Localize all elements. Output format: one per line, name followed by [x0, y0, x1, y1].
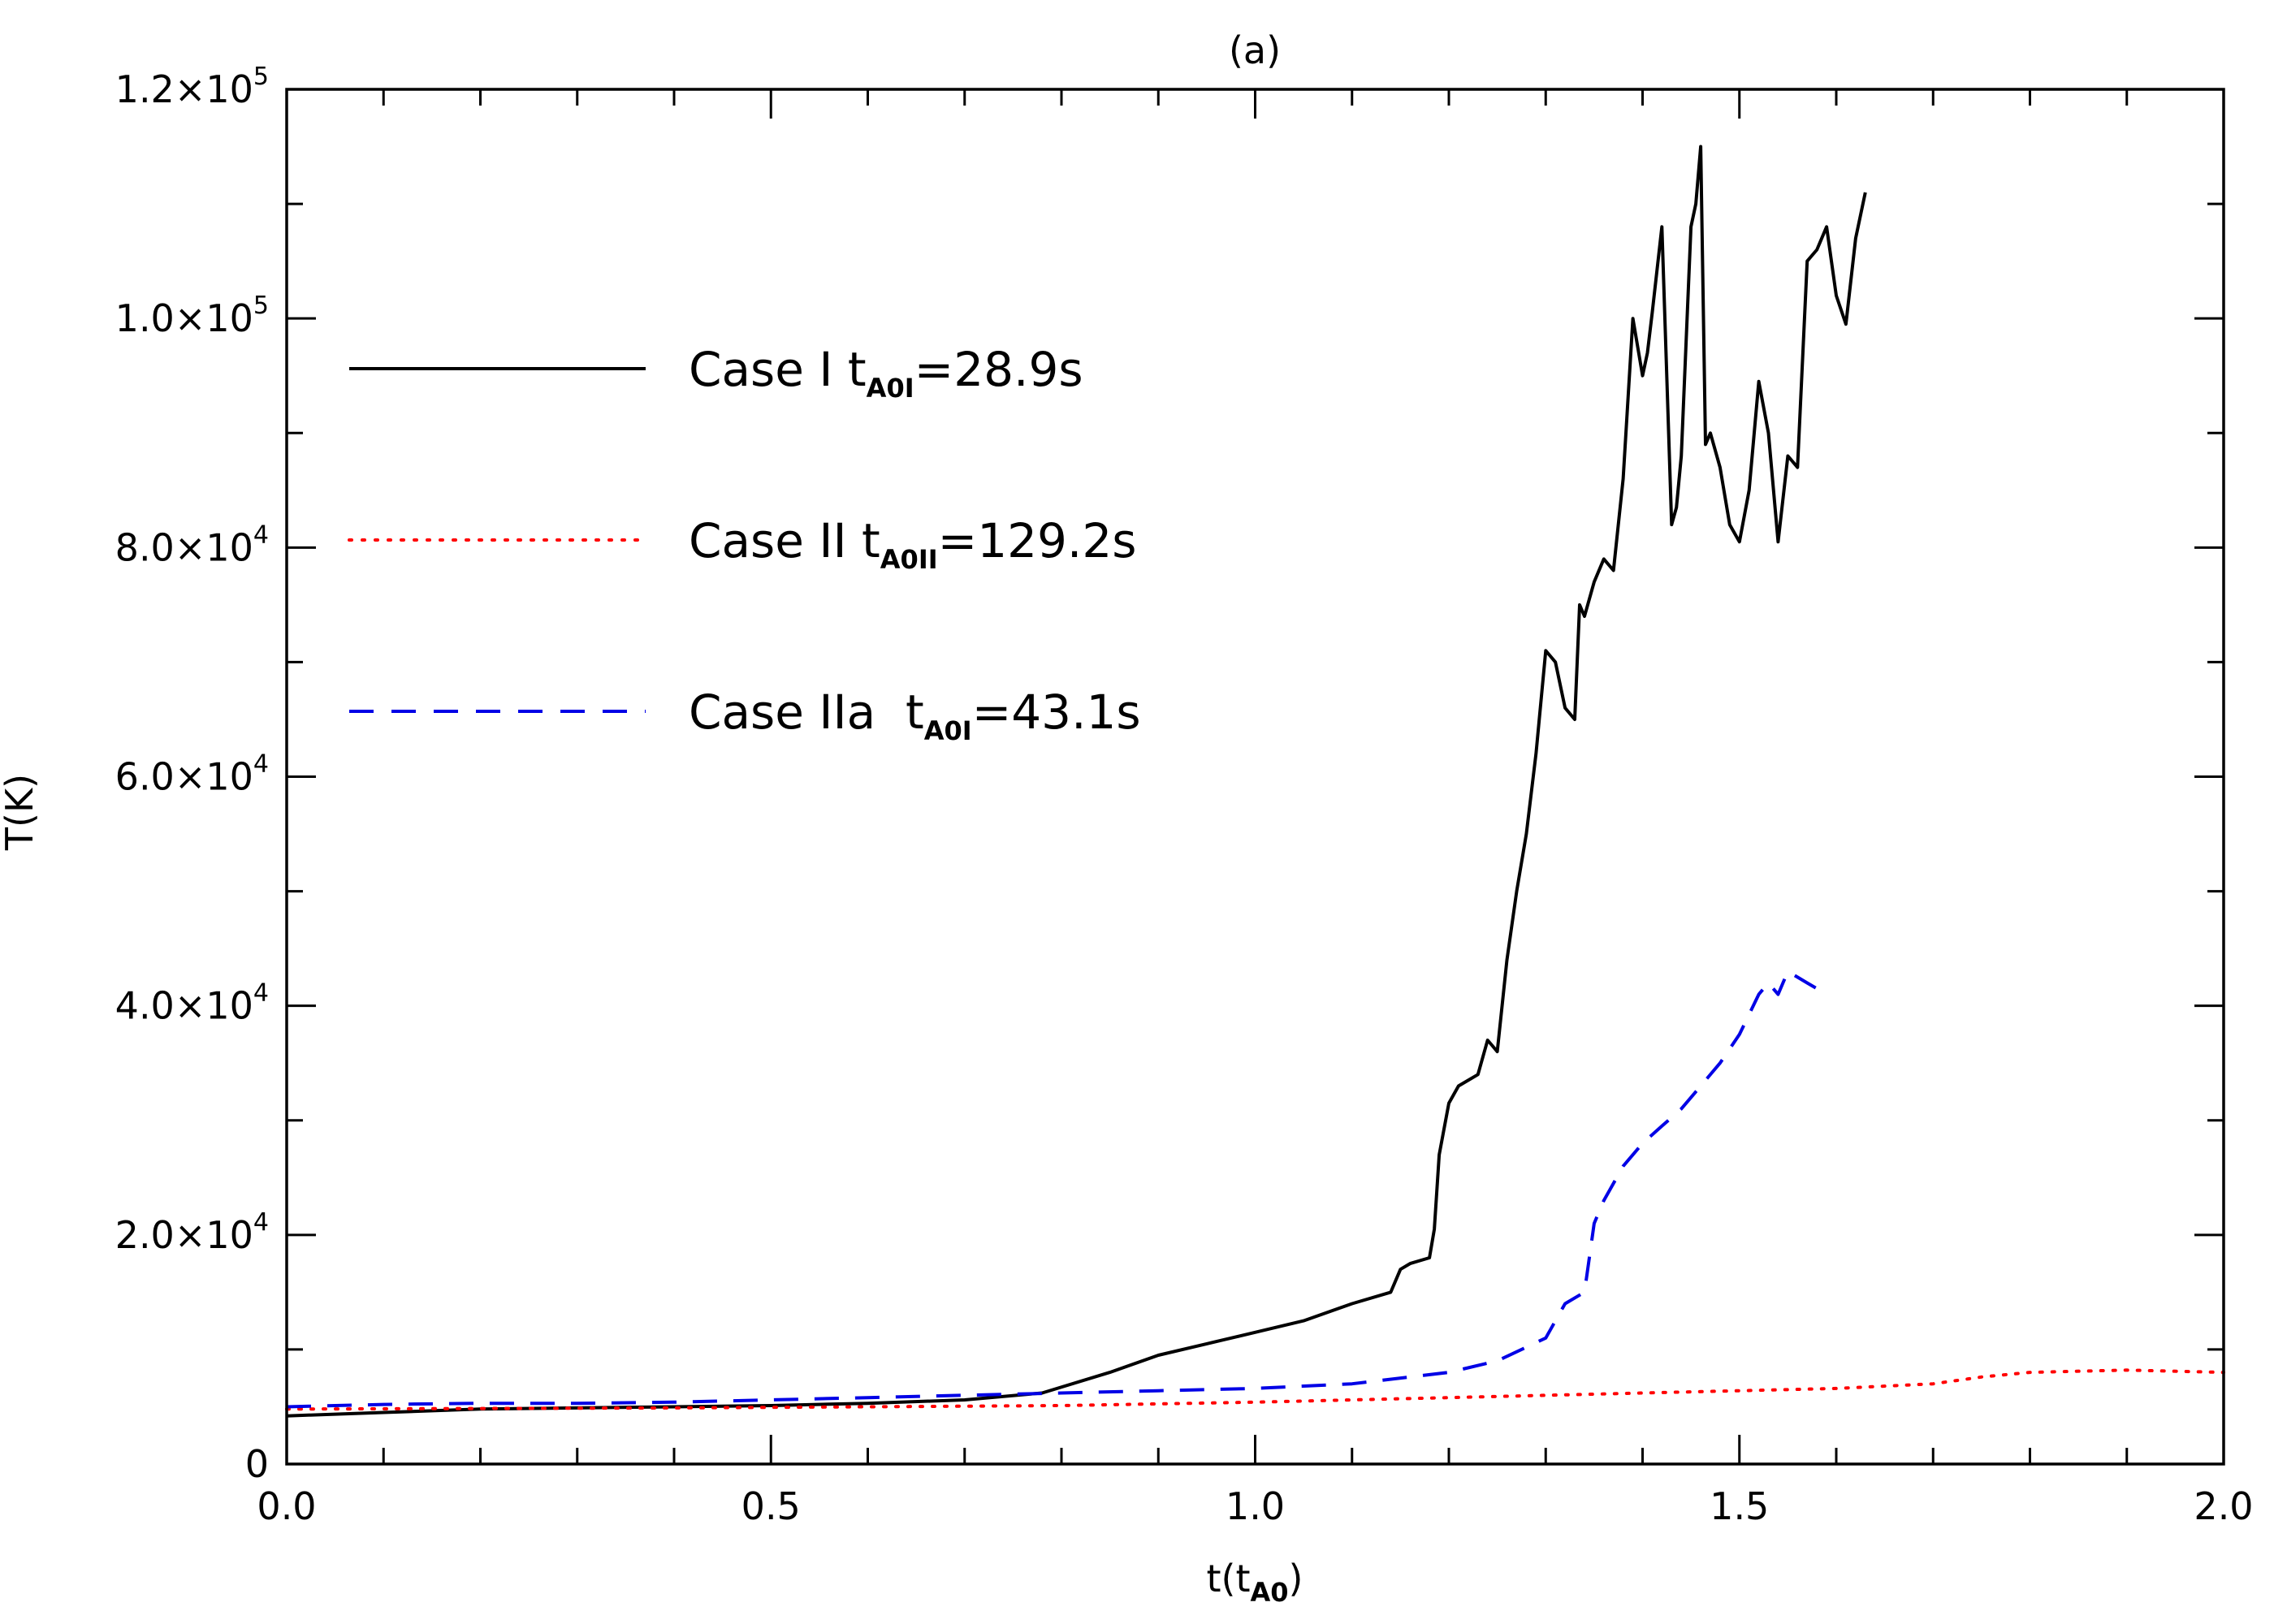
x-axis-title-close: ) [1289, 1557, 1303, 1600]
y-tick-label: 0 [245, 1442, 269, 1486]
y-tick-label: 8.0×104 [115, 520, 269, 569]
x-tick-label: 1.5 [1710, 1484, 1769, 1528]
series-layer [285, 145, 2225, 1418]
y-axis-title: T(K) [0, 774, 41, 851]
series-line-case-i [286, 145, 1867, 1418]
legend-label-case-iia: Case IIa tA0I=43.1s [689, 685, 1141, 746]
tick-labels: 0.0 0.5 1.0 1.5 2.0 0 2.0×104 4.0×104 6.0×104 8.0… [115, 63, 2254, 1528]
legend: Case I tA0I=28.9s Case II tA0II=129.2s C… [348, 342, 1141, 746]
axis-ticks [285, 88, 2225, 1466]
y-tick-label: 1.0×105 [115, 292, 269, 340]
x-axis-title-text: t(t [1206, 1557, 1250, 1600]
x-tick-label: 1.0 [1226, 1484, 1285, 1528]
y-tick-label: 4.0×104 [115, 979, 269, 1028]
x-tick-label: 0.5 [741, 1484, 801, 1528]
x-axis-title-subscript: A0 [1251, 1577, 1289, 1608]
legend-label-case-ii: Case II tA0II=129.2s [689, 513, 1136, 575]
y-tick-label: 2.0×104 [115, 1208, 269, 1257]
chart-title: (a) [1229, 28, 1281, 72]
x-tick-label: 0.0 [257, 1484, 316, 1528]
plot-frame [285, 88, 2225, 1466]
y-tick-label: 1.2×105 [115, 63, 269, 111]
x-tick-label: 2.0 [2194, 1484, 2253, 1528]
x-axis-title: t(tA0) [1206, 1557, 1303, 1608]
legend-label-case-i: Case I tA0I=28.9s [689, 342, 1083, 404]
y-tick-label: 6.0×104 [115, 750, 269, 799]
